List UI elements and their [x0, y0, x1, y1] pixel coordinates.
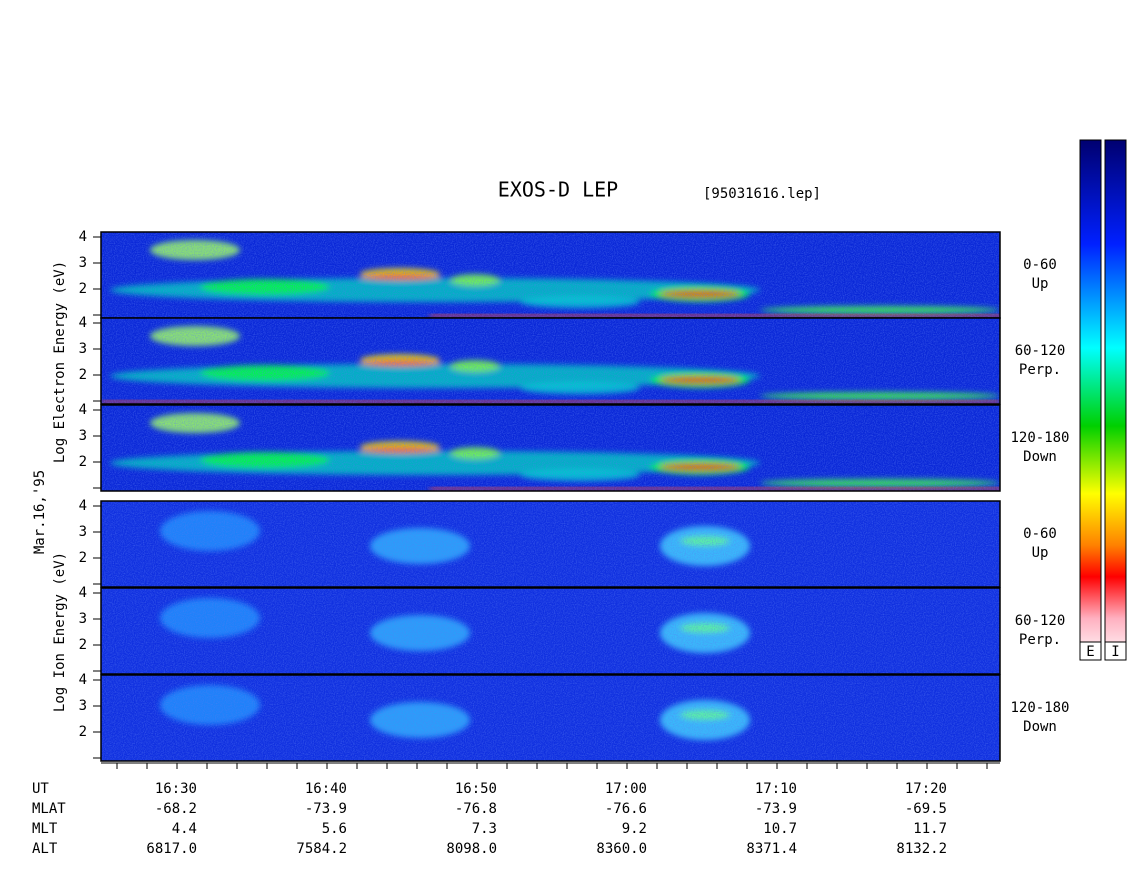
colorbar-box	[1104, 641, 1127, 661]
row-value: 8132.2	[896, 841, 947, 857]
panel-angle: 0-60	[1023, 257, 1057, 273]
row-value: 16:30	[155, 781, 197, 797]
row-value: 8098.0	[446, 841, 497, 857]
spectrogram-panel	[100, 404, 1001, 492]
y-tick-label: 4	[79, 585, 87, 601]
y-tick-label: 2	[79, 367, 87, 383]
spectrogram-noise	[101, 232, 1000, 318]
panel-angle: 120-180	[1010, 700, 1069, 716]
panel-direction: Up	[1032, 276, 1049, 292]
y-tick-label: 4	[79, 498, 87, 514]
file-name: [95031616.lep]	[703, 186, 821, 202]
y-tick-label: 3	[79, 698, 87, 714]
row-value: -69.5	[905, 801, 947, 817]
spectrogram-noise	[101, 588, 1000, 674]
spectrogram-noise	[101, 405, 1000, 491]
panel-angle: 0-60	[1023, 526, 1057, 542]
row-value: -68.2	[155, 801, 197, 817]
colorbar	[1079, 139, 1102, 661]
y-tick-label: 3	[79, 611, 87, 627]
row-name: MLAT	[32, 801, 66, 817]
panel-frame	[100, 587, 1001, 675]
row-value: 11.7	[913, 821, 947, 837]
y-tick-label: 2	[79, 550, 87, 566]
row-value: 16:40	[305, 781, 347, 797]
panel-frame	[100, 404, 1001, 492]
y-tick-label: 2	[79, 724, 87, 740]
colorbar	[1104, 139, 1127, 661]
row-value: 17:20	[905, 781, 947, 797]
spectrogram-panel	[100, 500, 1001, 588]
row-value: -76.6	[605, 801, 647, 817]
row-value: 9.2	[622, 821, 647, 837]
row-value: -76.8	[455, 801, 497, 817]
row-value: -73.9	[755, 801, 797, 817]
panel-direction: Down	[1023, 449, 1057, 465]
ion-axis-label: Log Ion Energy (eV)	[52, 552, 68, 712]
row-value: 17:10	[755, 781, 797, 797]
row-name: UT	[32, 781, 49, 797]
spectrogram-panel	[100, 231, 1001, 319]
date-label: Mar.16,'95	[32, 470, 48, 554]
spectrogram-panel	[100, 674, 1001, 762]
row-name: ALT	[32, 841, 58, 857]
y-tick-label: 3	[79, 255, 87, 271]
panel-frame	[100, 317, 1001, 405]
spectrogram-noise	[101, 675, 1000, 761]
panel-direction: Up	[1032, 545, 1049, 561]
colorbar-label: E	[1086, 644, 1094, 660]
spectrogram	[101, 501, 1000, 587]
panel-angle: 60-120	[1015, 343, 1066, 359]
spectrogram	[101, 318, 1000, 404]
panel-angle: 60-120	[1015, 613, 1066, 629]
y-tick-label: 2	[79, 281, 87, 297]
title: EXOS-D LEP	[498, 178, 618, 202]
y-tick-label: 4	[79, 672, 87, 688]
row-value: 6817.0	[146, 841, 197, 857]
row-value: 16:50	[455, 781, 497, 797]
row-value: 17:00	[605, 781, 647, 797]
row-value: 4.4	[172, 821, 197, 837]
row-value: 7584.2	[296, 841, 347, 857]
y-tick-label: 3	[79, 524, 87, 540]
row-value: 10.7	[763, 821, 797, 837]
colorbar-label: I	[1111, 644, 1119, 660]
y-tick-label: 2	[79, 454, 87, 470]
y-tick-label: 3	[79, 341, 87, 357]
y-tick-label: 2	[79, 637, 87, 653]
panel-direction: Perp.	[1019, 362, 1061, 378]
spectrogram-panel	[100, 317, 1001, 405]
row-value: 8360.0	[596, 841, 647, 857]
y-tick-label: 4	[79, 229, 87, 245]
row-value: 7.3	[472, 821, 497, 837]
spectrogram	[101, 232, 1000, 318]
panel-direction: Down	[1023, 719, 1057, 735]
y-tick-label: 4	[79, 402, 87, 418]
spectrogram	[101, 588, 1000, 674]
spectrogram-panel	[100, 587, 1001, 675]
panel-frame	[100, 674, 1001, 762]
y-tick-label: 4	[79, 315, 87, 331]
panel-frame	[100, 500, 1001, 588]
row-name: MLT	[32, 821, 58, 837]
spectrogram-noise	[101, 501, 1000, 587]
row-value: 8371.4	[746, 841, 797, 857]
row-value: -73.9	[305, 801, 347, 817]
spectrogram	[101, 405, 1000, 491]
electron-axis-label: Log Electron Energy (eV)	[52, 261, 68, 463]
panel-direction: Perp.	[1019, 632, 1061, 648]
y-tick-label: 3	[79, 428, 87, 444]
spectrogram-noise	[101, 318, 1000, 404]
spectrogram	[101, 675, 1000, 761]
colorbars	[1079, 139, 1127, 661]
row-value: 5.6	[322, 821, 347, 837]
colorbar-box	[1079, 641, 1102, 661]
panel-angle: 120-180	[1010, 430, 1069, 446]
